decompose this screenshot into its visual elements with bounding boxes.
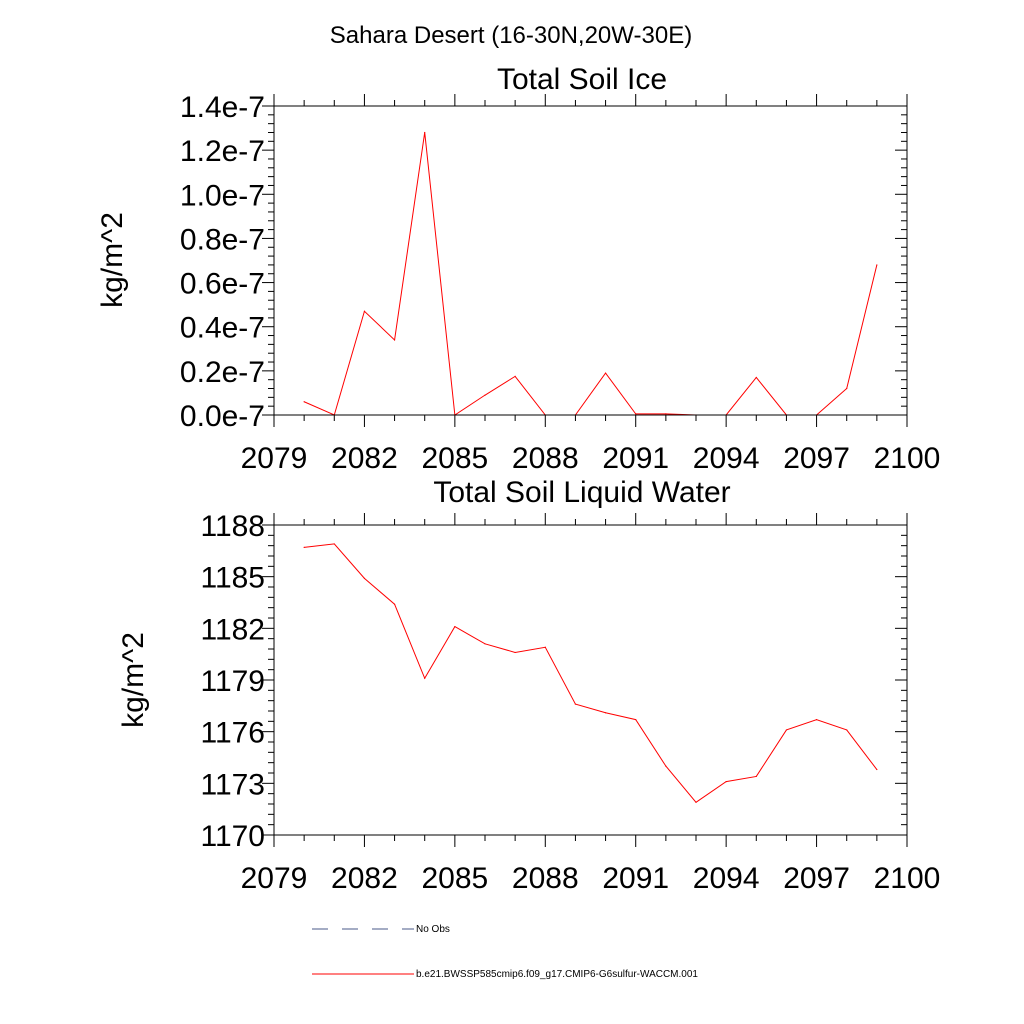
x-tick-label: 2079 <box>241 442 308 475</box>
x-tick-label: 2097 <box>783 862 850 895</box>
data-point <box>484 394 486 396</box>
data-point <box>514 651 516 654</box>
data-point <box>363 577 366 579</box>
legend-label-model: b.e21.BWSSP585cmip6.f09_g17.CMIP6-G6sulf… <box>416 969 698 980</box>
axis-ticks <box>262 94 908 427</box>
y-tick-label: 0.0e-7 <box>180 400 265 433</box>
y-tick-label: 1185 <box>200 562 265 595</box>
plot-frame <box>273 105 908 416</box>
axis-ticks <box>262 513 908 847</box>
figure-title: Sahara Desert (16-30N,20W-30E) <box>330 22 692 49</box>
x-tick-label: 2088 <box>512 442 579 475</box>
data-point <box>604 372 607 374</box>
y-tick-label: 1.0e-7 <box>180 179 265 212</box>
y-tick-label: 0.2e-7 <box>180 356 265 389</box>
data-point <box>846 387 848 390</box>
y-tick-label: 1179 <box>200 665 265 698</box>
axis-tick-labels: 2079 2082 2085 2088 2091 2094 2097 2100 1170 1173… <box>200 510 940 895</box>
data-point <box>876 768 878 771</box>
series-line <box>303 132 878 416</box>
data-point <box>665 413 667 415</box>
y-axis-label: kg/m^2 <box>117 632 150 728</box>
y-tick-label: 1176 <box>200 717 265 750</box>
data-point <box>484 643 486 645</box>
y-axis-label: kg/m^2 <box>96 212 129 308</box>
data-point <box>303 546 305 548</box>
data-point <box>424 677 426 679</box>
x-tick-label: 2091 <box>602 442 669 475</box>
data-point <box>393 339 396 341</box>
data-point <box>725 781 727 783</box>
data-point <box>544 646 546 648</box>
x-tick-label: 2085 <box>421 862 488 895</box>
y-tick-label: 0.6e-7 <box>180 268 265 301</box>
legend: No Obs b.e21.BWSSP585cmip6.f09_g17.CMIP6… <box>312 924 698 980</box>
y-tick-label: 1173 <box>200 768 265 801</box>
chart-panel-total-soil-liquid-water: Total Soil Liquid Water kg/m^2 2079 2082 2… <box>117 476 940 895</box>
x-tick-label: 2094 <box>693 862 760 895</box>
x-tick-label: 2082 <box>331 442 398 475</box>
data-point <box>695 801 697 803</box>
data-point <box>574 703 577 705</box>
data-point <box>815 719 818 721</box>
chart-panel-total-soil-ice: Total Soil Ice kg/m^2 2079 2082 2085 2088 20… <box>96 63 940 475</box>
x-tick-label: 2100 <box>874 862 941 895</box>
data-point <box>846 729 848 731</box>
y-tick-label: 1.2e-7 <box>180 135 265 168</box>
data-point <box>454 626 456 628</box>
data-point <box>635 719 637 721</box>
x-tick-label: 2082 <box>331 862 398 895</box>
legend-label-no-obs: No Obs <box>416 924 450 935</box>
x-tick-label: 2094 <box>693 442 760 475</box>
chart-title: Total Soil Ice <box>497 63 667 96</box>
data-point <box>665 765 667 767</box>
data-point <box>514 375 516 377</box>
y-tick-label: 1182 <box>200 613 265 646</box>
x-tick-label: 2088 <box>512 862 579 895</box>
data-point <box>393 603 396 605</box>
data-point <box>755 376 757 379</box>
plot-frame <box>273 524 908 836</box>
data-point <box>604 712 607 714</box>
data-point <box>333 543 335 545</box>
series-layer <box>303 131 878 416</box>
x-tick-label: 2085 <box>421 442 488 475</box>
y-tick-label: 0.4e-7 <box>180 312 265 345</box>
data-point <box>785 729 788 731</box>
data-point <box>363 310 366 312</box>
x-tick-label: 2091 <box>602 862 669 895</box>
y-tick-label: 1188 <box>200 510 265 543</box>
x-tick-label: 2097 <box>783 442 850 475</box>
y-tick-label: 1.4e-7 <box>180 91 265 124</box>
data-point <box>755 775 757 778</box>
x-tick-label: 2079 <box>241 862 308 895</box>
data-point <box>424 131 426 134</box>
data-point <box>635 413 637 415</box>
chart-title: Total Soil Liquid Water <box>433 476 730 509</box>
x-tick-label: 2100 <box>874 442 941 475</box>
axis-tick-labels: 2079 2082 2085 2088 2091 2094 2097 2100 0.0e-7 0.… <box>180 91 940 475</box>
series-line <box>304 543 878 803</box>
y-tick-label: 0.8e-7 <box>180 223 265 256</box>
y-tick-label: 1170 <box>200 820 265 853</box>
series-layer <box>303 543 878 803</box>
data-point <box>303 401 305 403</box>
data-point <box>876 264 878 266</box>
